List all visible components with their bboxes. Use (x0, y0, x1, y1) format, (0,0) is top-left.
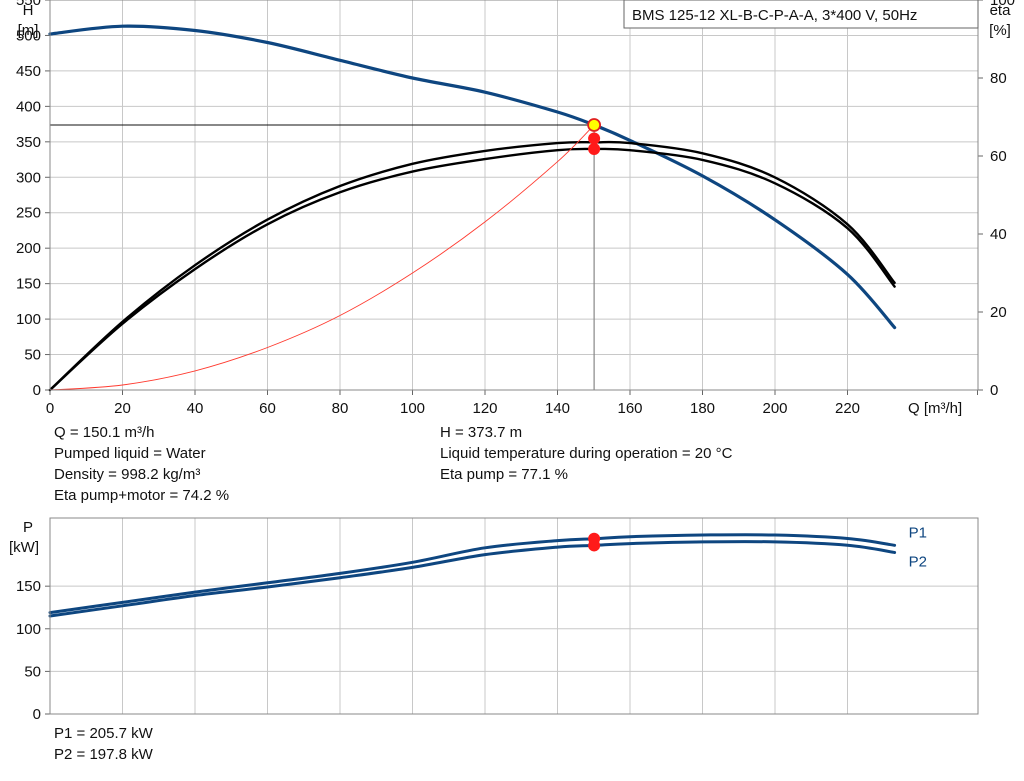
curve-head (48, 24, 897, 330)
y-tick-label-left: 0 (33, 382, 41, 399)
x-tick-label: 180 (690, 400, 715, 417)
y-axis-label-p: P (23, 519, 33, 536)
model-label: BMS 125-12 XL-B-C-P-A-A, 3*400 V, 50Hz (632, 7, 917, 24)
y-tick-label-left: 0 (33, 706, 41, 723)
top-tick-labels: 0 20 40 60 80 100 120 140 160 180 200 2200501001502… (16, 0, 1015, 417)
head-efficiency-chart: 0 20 40 60 80 100 120 140 160 180 200 2200501001502… (16, 0, 1015, 417)
x-tick-label: 40 (187, 400, 204, 417)
y-tick-label-left: 450 (16, 63, 41, 80)
bottom-tick-labels: 0 50 100 150 (16, 578, 41, 723)
y-tick-label-left: 550 (16, 0, 41, 9)
y-axis-label-eta: eta (990, 2, 1012, 19)
curve-system-curve (49, 124, 595, 391)
pumped-liquid: Pumped liquid = Water (54, 445, 206, 462)
y-axis-unit-p: [kW] (9, 539, 39, 556)
curve-p2 (48, 540, 897, 618)
curve-p1 (48, 533, 897, 615)
duty-info-right: H = 373.7 m Liquid temperature during op… (440, 422, 732, 485)
y-axis-label-h: H (23, 2, 34, 19)
head-readout: H = 373.7 m (440, 424, 523, 441)
bottom-plot-frame (49, 517, 979, 715)
bottom-duty-marks (588, 532, 601, 552)
flow-readout: Q = 150.1 m³/h (54, 424, 155, 441)
top-series (48, 24, 897, 392)
p2-readout: P2 = 197.8 kW (54, 746, 153, 763)
top-duty-marks (587, 118, 602, 155)
y-tick-label-right: 40 (990, 226, 1007, 243)
top-grid (45, 0, 983, 395)
bottom-grid (45, 518, 978, 715)
p1-readout: P1 = 205.7 kW (54, 725, 153, 742)
y-tick-label-right: 20 (990, 304, 1007, 321)
y-axis-unit-h: [m] (18, 22, 39, 39)
power-chart: 0 50 100 150 P1 P2 P [kW] (9, 517, 979, 723)
x-tick-label: 20 (114, 400, 131, 417)
curve-eta-pump (48, 140, 896, 392)
eta-pump: Eta pump = 77.1 % (440, 466, 568, 483)
duty-marker-eta-pump (588, 132, 601, 145)
y-tick-label-left: 50 (24, 663, 41, 680)
x-tick-label: 100 (400, 400, 425, 417)
y-tick-label-left: 150 (16, 276, 41, 293)
x-tick-label: 220 (835, 400, 860, 417)
y-tick-label-right: 60 (990, 148, 1007, 165)
y-tick-label-right: 80 (990, 70, 1007, 87)
duty-marker-p2 (588, 539, 601, 552)
x-tick-label: 60 (259, 400, 276, 417)
duty-marker-eta-pump-motor (588, 142, 601, 155)
bottom-series: P1 P2 (48, 524, 927, 618)
y-tick-label-right: 0 (990, 382, 998, 399)
top-plot-frame (49, 0, 979, 391)
y-tick-label-left: 200 (16, 240, 41, 257)
power-readout: P1 = 205.7 kW P2 = 197.8 kW (54, 723, 153, 765)
y-tick-label-right: 100 (990, 0, 1015, 9)
density: Density = 998.2 kg/m³ (54, 466, 201, 483)
x-tick-label: 80 (332, 400, 349, 417)
x-tick-label: 0 (46, 400, 54, 417)
model-label-frame (623, 0, 979, 29)
duty-marker-head (587, 118, 602, 132)
y-tick-label-left: 100 (16, 621, 41, 638)
x-axis-label-q: Q [m³/h] (908, 400, 962, 417)
series-label-p2: P2 (909, 554, 927, 571)
x-tick-label: 120 (472, 400, 497, 417)
y-tick-label-left: 150 (16, 578, 41, 595)
x-tick-label: 200 (762, 400, 787, 417)
y-tick-label-left: 250 (16, 205, 41, 222)
y-tick-label-left: 500 (16, 27, 41, 44)
y-tick-label-left: 100 (16, 311, 41, 328)
curve-eta-pump-motor (48, 147, 896, 392)
x-tick-label: 140 (545, 400, 570, 417)
duty-info-left: Q = 150.1 m³/h Pumped liquid = Water Den… (54, 422, 229, 506)
eta-pump-motor: Eta pump+motor = 74.2 % (54, 487, 230, 504)
y-axis-unit-eta: [%] (989, 22, 1011, 39)
y-tick-label-left: 50 (24, 347, 41, 364)
series-label-p1: P1 (909, 524, 927, 541)
y-tick-label-left: 300 (16, 169, 41, 186)
liquid-temperature: Liquid temperature during operation = 20… (440, 445, 733, 462)
model-label-box: BMS 125-12 XL-B-C-P-A-A, 3*400 V, 50Hz (623, 0, 979, 29)
y-tick-label-left: 400 (16, 98, 41, 115)
x-tick-label: 160 (617, 400, 642, 417)
y-tick-label-left: 350 (16, 134, 41, 151)
